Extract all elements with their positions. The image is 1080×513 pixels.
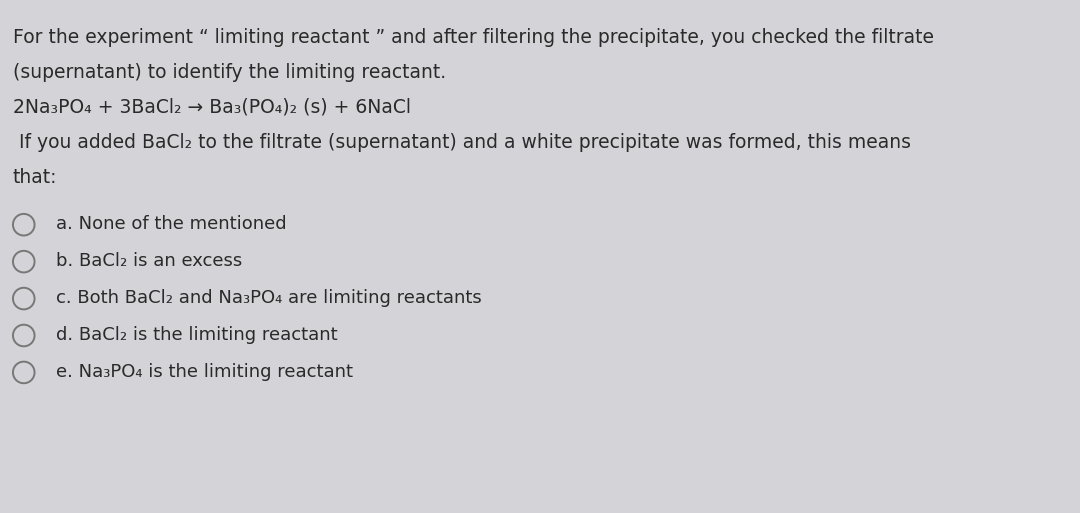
Text: (supernatant) to identify the limiting reactant.: (supernatant) to identify the limiting r… — [13, 63, 446, 82]
Text: If you added BaCl₂ to the filtrate (supernatant) and a white precipitate was for: If you added BaCl₂ to the filtrate (supe… — [13, 133, 910, 152]
Text: c. Both BaCl₂ and Na₃PO₄ are limiting reactants: c. Both BaCl₂ and Na₃PO₄ are limiting re… — [56, 289, 482, 307]
Text: that:: that: — [13, 168, 57, 187]
Text: d. BaCl₂ is the limiting reactant: d. BaCl₂ is the limiting reactant — [56, 326, 338, 344]
Text: For the experiment “ limiting reactant ” and after filtering the precipitate, yo: For the experiment “ limiting reactant ”… — [13, 28, 934, 47]
Text: e. Na₃PO₄ is the limiting reactant: e. Na₃PO₄ is the limiting reactant — [56, 363, 353, 381]
Text: 2Na₃PO₄ + 3BaCl₂ → Ba₃(PO₄)₂ (s) + 6NaCl: 2Na₃PO₄ + 3BaCl₂ → Ba₃(PO₄)₂ (s) + 6NaCl — [13, 98, 411, 117]
Text: a. None of the mentioned: a. None of the mentioned — [56, 215, 287, 233]
Text: b. BaCl₂ is an excess: b. BaCl₂ is an excess — [56, 252, 242, 270]
